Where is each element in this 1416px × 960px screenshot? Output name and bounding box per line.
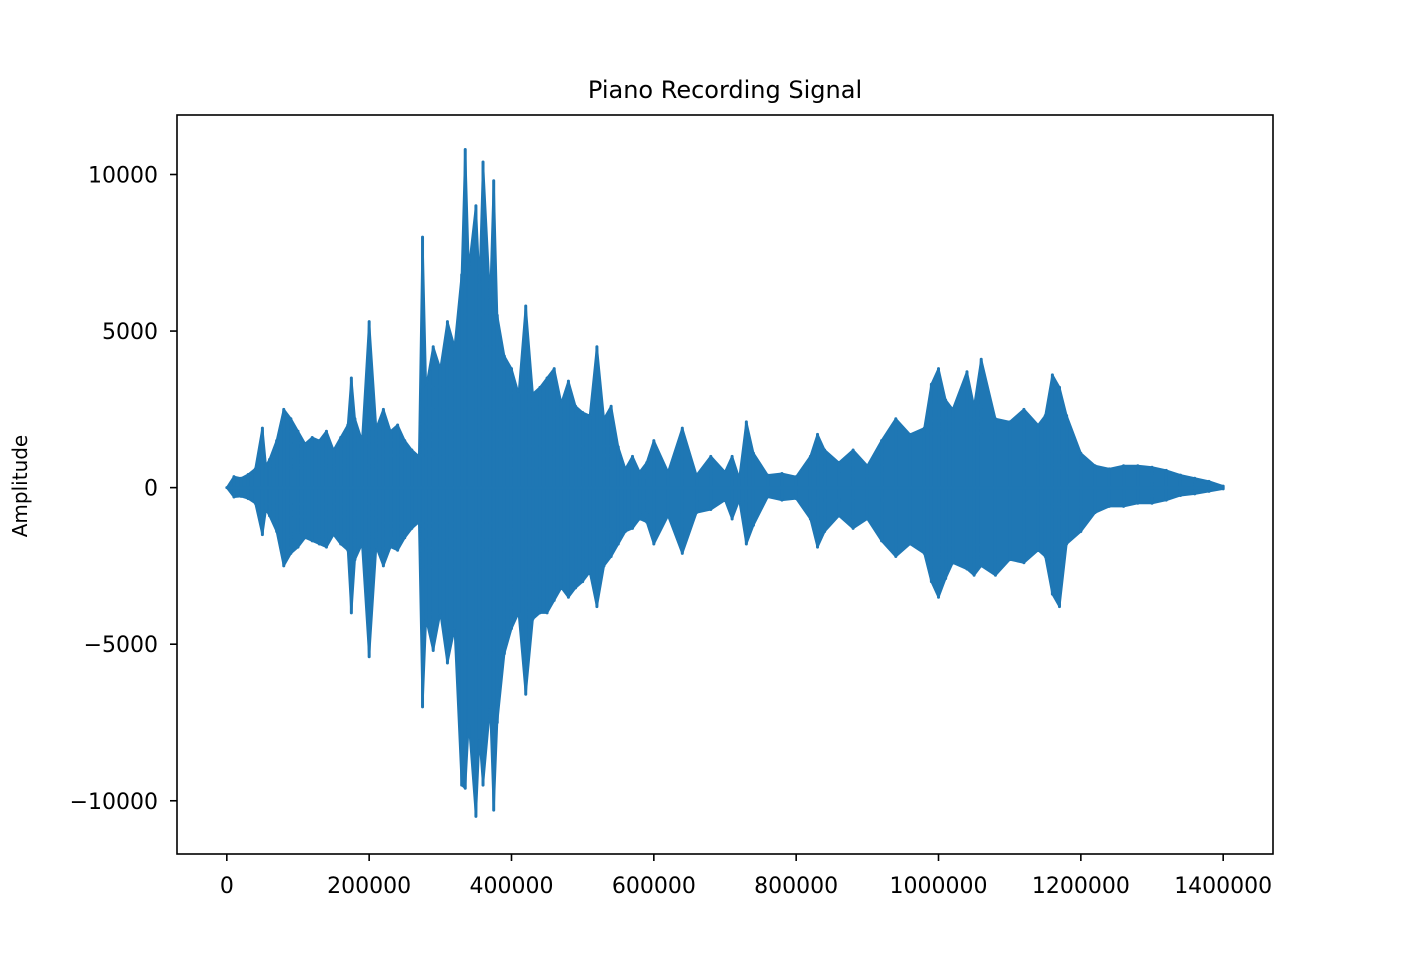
series-layer: [225, 147, 1225, 818]
x-tick-label: 1000000: [890, 874, 988, 899]
y-axis-label: Amplitude: [8, 435, 32, 538]
x-axis-ticks: 0 200000 400000 600000 800000 1000000 1200000 1…: [220, 854, 1272, 899]
x-tick-label: 800000: [754, 874, 838, 899]
chart-title: Piano Recording Signal: [588, 76, 862, 104]
x-tick-label: 1400000: [1174, 874, 1272, 899]
plot-frame: [176, 114, 1274, 855]
x-tick-label: 0: [220, 874, 234, 899]
y-tick-label: −10000: [70, 790, 158, 815]
x-tick-label: 200000: [327, 874, 411, 899]
x-tick-label: 600000: [612, 874, 696, 899]
x-tick-label: 1200000: [1032, 874, 1130, 899]
y-tick-label: 0: [144, 477, 158, 502]
y-axis-ticks: −10000 −5000 0 5000 10000: [70, 163, 177, 815]
y-tick-label: 10000: [88, 163, 158, 188]
y-tick-label: 5000: [102, 320, 158, 345]
x-tick-label: 400000: [470, 874, 554, 899]
y-tick-label: −5000: [84, 633, 158, 658]
